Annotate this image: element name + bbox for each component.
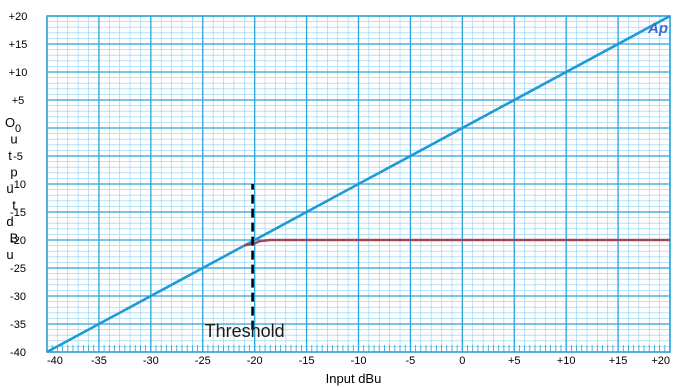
- y-tick-label: -25: [10, 263, 26, 275]
- x-tick-label: -5: [406, 355, 416, 367]
- y-axis-title-char: O: [5, 115, 15, 130]
- y-tick-label: +10: [9, 67, 28, 79]
- y-axis-title-char: u: [6, 181, 13, 196]
- x-tick-label: +20: [651, 355, 670, 367]
- y-tick-label: -15: [10, 207, 26, 219]
- y-tick-label: -30: [10, 291, 26, 303]
- x-tick-label: +10: [557, 355, 576, 367]
- x-tick-label: -20: [247, 355, 263, 367]
- y-axis-title-char: u: [6, 247, 13, 262]
- x-axis-title: Input dBu: [326, 371, 382, 386]
- y-axis-title-char: B: [10, 231, 19, 246]
- series-line-1: [46, 14, 671, 354]
- y-axis-title-char: p: [10, 165, 17, 180]
- x-tick-label: -35: [91, 355, 107, 367]
- threshold-label: Threshold: [205, 321, 285, 341]
- y-axis-title-char: u: [10, 132, 17, 147]
- y-tick-label: +20: [9, 11, 28, 23]
- x-tick-label: -15: [299, 355, 315, 367]
- y-axis-title-char: t: [12, 198, 16, 213]
- y-tick-labels: -40 -35 -30 -25 -20 -15 -10 -5 0 +5 +10 +15 +20: [9, 11, 28, 359]
- series-layer: [46, 14, 671, 354]
- y-tick-label: +15: [9, 39, 28, 51]
- y-axis-title-char: d: [6, 214, 13, 229]
- ap-logo: Ap: [647, 20, 668, 37]
- series-line-2: [244, 238, 670, 247]
- x-tick-label: -25: [195, 355, 211, 367]
- y-tick-label: -5: [13, 151, 23, 163]
- x-tick-label: -10: [351, 355, 367, 367]
- annotation-layer: Threshold: [205, 184, 285, 341]
- plot-frame: [46, 15, 671, 353]
- y-tick-label: 0: [15, 123, 21, 135]
- y-axis-title-char: t: [8, 148, 12, 163]
- x-tick-label: +5: [508, 355, 521, 367]
- x-tick-label: -40: [47, 355, 63, 367]
- x-tick-label: -30: [143, 355, 159, 367]
- y-tick-label: -40: [10, 347, 26, 359]
- x-tick-labels: -40 -35 -30 -25 -20 -15 -10 -5 0 +5 +10 +15 +20: [47, 355, 670, 367]
- y-tick-label: +5: [12, 95, 25, 107]
- y-tick-label: -10: [10, 179, 26, 191]
- x-tick-label: +15: [609, 355, 628, 367]
- x-tick-label: 0: [459, 355, 465, 367]
- y-tick-label: -20: [10, 235, 26, 247]
- y-tick-label: -35: [10, 319, 26, 331]
